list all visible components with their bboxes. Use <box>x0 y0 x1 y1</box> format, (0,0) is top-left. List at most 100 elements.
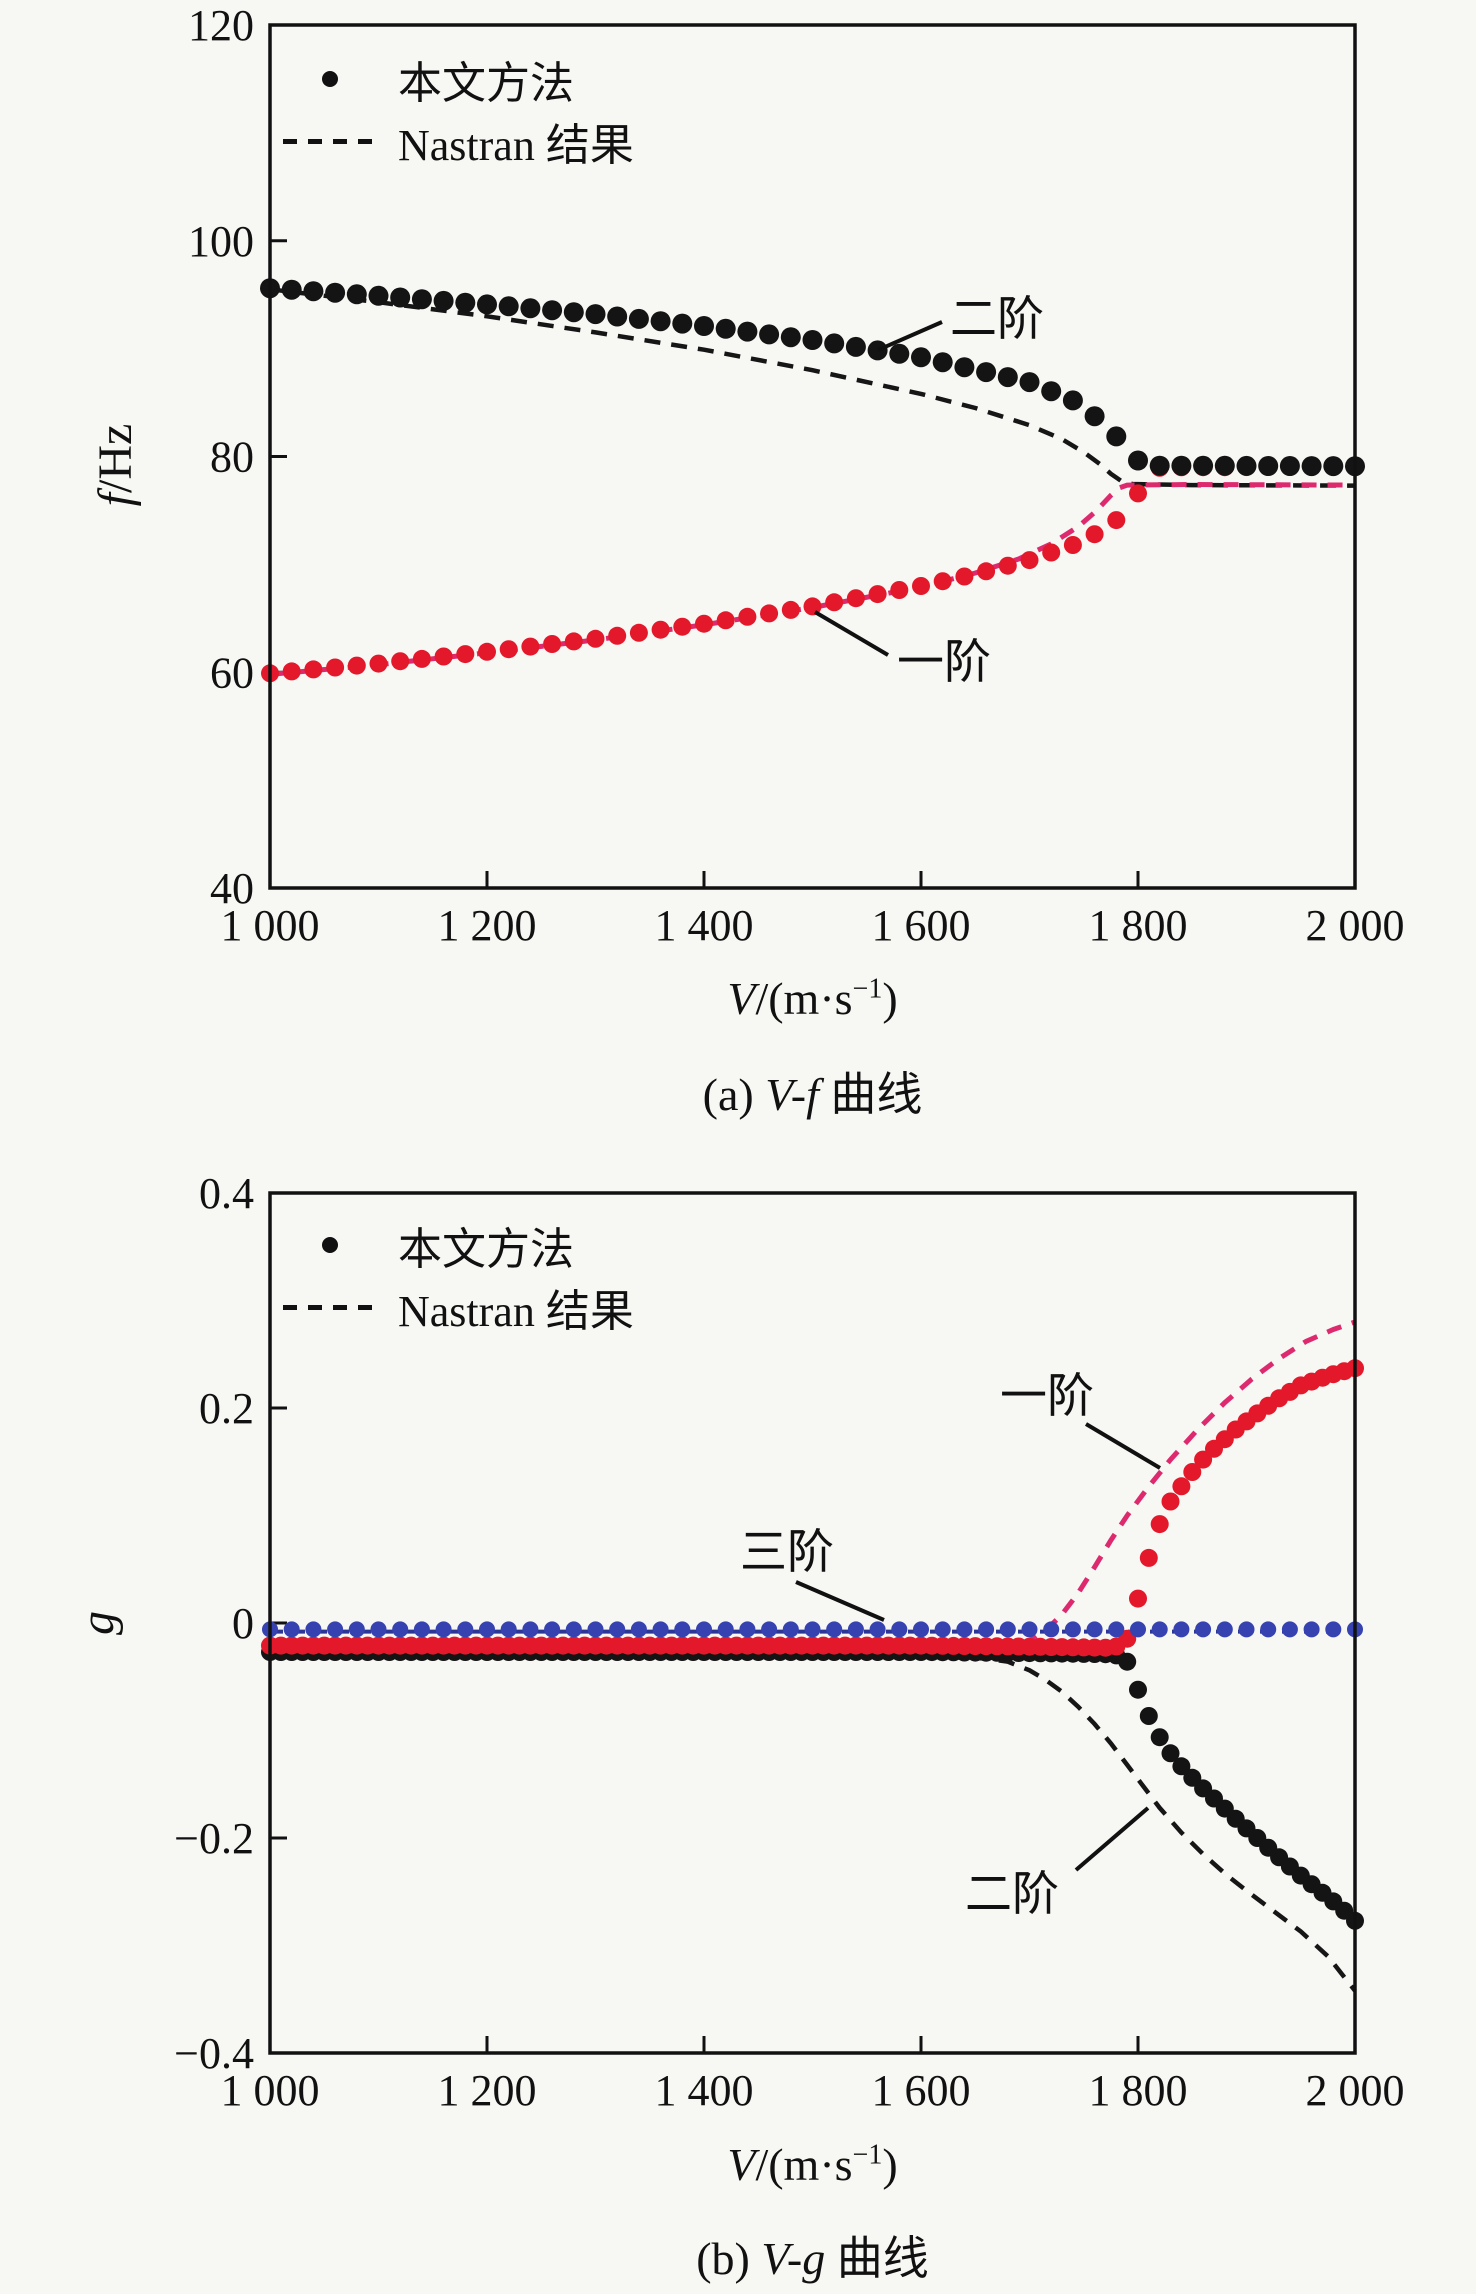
paper-mode1-dot <box>760 604 779 623</box>
x-tick-label: 1 200 <box>438 901 537 950</box>
x-tick-label: 1 600 <box>872 2066 971 2115</box>
paper-mode1-dot <box>369 654 388 673</box>
paper-mode3-dot <box>1325 1621 1342 1638</box>
paper-mode1-dot <box>1129 484 1147 503</box>
paper-mode3-dot <box>956 1621 973 1638</box>
paper-mode2-dot <box>1301 456 1322 477</box>
paper-mode3-dot <box>1086 1621 1103 1638</box>
paper-mode1-dot <box>1063 536 1082 554</box>
annotation-leader-line <box>1084 1422 1162 1470</box>
paper-mode2-dot <box>954 357 975 378</box>
caption-b-prefix: (b) <box>696 2233 762 2284</box>
paper-mode3-dot <box>847 1621 864 1638</box>
legend-chart-a: 本文方法 Nastran 结果 <box>280 48 634 172</box>
paper-mode2-dot <box>976 362 997 383</box>
x-tick-label: 1 200 <box>438 2066 537 2115</box>
paper-mode3-dot <box>1281 1621 1298 1638</box>
paper-mode1-dot <box>738 607 757 626</box>
paper-mode2-dot <box>563 302 584 323</box>
paper-mode1-dot <box>1172 1477 1191 1496</box>
paper-mode2-dot <box>997 367 1018 388</box>
paper-mode3-dot <box>1064 1621 1081 1638</box>
paper-mode2-dot <box>780 327 801 348</box>
series-paper-mode2-paper <box>261 1643 1364 1930</box>
paper-mode2-dot <box>1041 381 1062 402</box>
paper-mode3-dot <box>1108 1621 1125 1638</box>
paper-mode3-dot <box>1216 1621 1233 1638</box>
paper-mode3-dot <box>1021 1621 1038 1638</box>
nastran-mode2-dashed-line <box>269 287 1356 488</box>
paper-mode3-dot <box>587 1621 604 1638</box>
paper-mode1-dot <box>304 660 323 679</box>
nastran-mode2-dashed-line <box>269 1653 1357 1993</box>
paper-mode1-dot <box>1161 1492 1180 1511</box>
paper-mode1-dot <box>347 656 366 675</box>
paper-mode1-dot <box>1020 551 1039 570</box>
annotation-leader-line <box>813 610 890 657</box>
paper-mode1-dot <box>1139 1548 1158 1567</box>
paper-mode2-dot <box>1084 406 1105 427</box>
paper-mode1-dot <box>586 629 605 648</box>
paper-mode2-dot <box>325 282 346 303</box>
paper-mode1-dot <box>391 652 410 671</box>
paper-mode1-dot <box>695 614 713 633</box>
paper-mode3-dot <box>1173 1621 1190 1638</box>
y-tick-label: 120 <box>188 1 254 50</box>
caption-b-formula: V-g <box>761 2233 826 2284</box>
y-axis-title-a: f/Hz <box>88 355 148 575</box>
paper-mode2-dot <box>607 306 628 327</box>
paper-mode1-dot <box>933 572 952 591</box>
series-paper-mode3-paper <box>262 1621 1363 1638</box>
paper-mode3-dot <box>739 1621 756 1638</box>
paper-mode3-dot <box>826 1621 843 1638</box>
legend-item-paper: 本文方法 <box>280 1214 634 1276</box>
y-tick-label: 60 <box>210 648 254 697</box>
dashed-line-icon <box>283 1304 377 1310</box>
x-axis-title-b: V/(m·s−1) <box>270 2138 1355 2191</box>
paper-mode1-dot <box>1042 543 1061 562</box>
paper-mode1-dot <box>1085 525 1104 544</box>
caption-a-prefix: (a) <box>702 1069 766 1120</box>
paper-mode1-dot <box>912 577 930 595</box>
chart-b-frame <box>268 1191 1357 2055</box>
annotation-label: 二阶 <box>950 294 1044 346</box>
x-tick-label: 1 400 <box>655 901 754 950</box>
paper-mode2-dot <box>1279 456 1300 476</box>
paper-mode1-dot <box>564 632 583 651</box>
y-tick-label: −0.4 <box>174 2029 254 2078</box>
paper-mode1-dot <box>456 645 475 664</box>
legend-item-nastran: Nastran 结果 <box>280 110 634 172</box>
paper-mode2-dot <box>889 343 910 364</box>
paper-mode3-dot <box>544 1621 561 1638</box>
paper-mode2-dot <box>911 347 931 368</box>
y-tick-label: 80 <box>210 433 254 482</box>
paper-mode2-dot <box>585 304 606 325</box>
paper-mode2-dot <box>867 340 888 361</box>
paper-mode3-dot <box>348 1621 365 1638</box>
paper-mode2-dot <box>433 290 454 311</box>
paper-mode2-dot <box>1214 455 1235 476</box>
paper-mode2-dot <box>1193 455 1214 476</box>
y-tick-label: 0 <box>232 1599 254 1648</box>
paper-mode2-dot <box>759 324 780 345</box>
dot-icon <box>322 1237 338 1253</box>
paper-mode2-dot <box>411 289 432 310</box>
nastran-mode1-dashed-line <box>269 1319 1356 1653</box>
paper-mode2-dot <box>455 292 476 313</box>
y-axis-title-a-symbol: f <box>89 492 142 507</box>
caption-a-formula: V-f <box>765 1069 819 1120</box>
paper-mode3-dot <box>652 1621 669 1638</box>
paper-mode2-dot <box>542 300 563 321</box>
paper-mode3-dot <box>1130 1621 1146 1638</box>
paper-mode1-dot <box>651 620 670 639</box>
annotation-label: 三阶 <box>740 1527 834 1579</box>
paper-mode1-dot <box>1107 511 1126 530</box>
x-tick-label: 1 400 <box>655 2066 754 2115</box>
annotation-label: 二阶 <box>965 1869 1059 1921</box>
chart-a: 1 000 1 200 1 400 1 600 1 800 2 000 120 100 80 60… <box>188 1 1405 950</box>
paper-mode3-dot <box>522 1621 539 1638</box>
paper-mode1-dot <box>629 623 648 642</box>
